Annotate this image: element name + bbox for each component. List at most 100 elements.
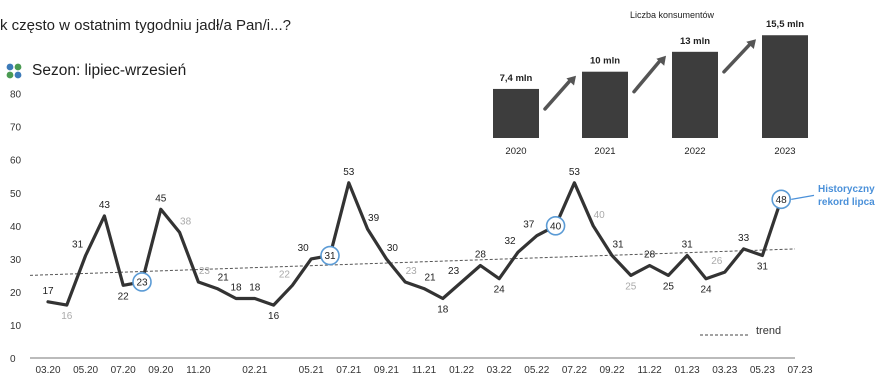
data-label: 31 [757, 262, 769, 273]
data-label: 23 [406, 266, 418, 277]
y-tick-label: 30 [10, 255, 22, 266]
annotation-leader [791, 194, 815, 200]
data-label: 53 [569, 167, 581, 178]
x-tick-label: 11.22 [637, 365, 662, 376]
x-tick-label: 09.22 [599, 365, 624, 376]
data-label: 28 [644, 249, 656, 260]
inset-bar-category: 2022 [684, 146, 705, 157]
x-tick-label: 05.21 [299, 365, 324, 376]
data-label: 25 [625, 281, 637, 292]
data-label: 23 [448, 266, 460, 277]
x-tick-label: 03.22 [487, 365, 512, 376]
inset-bar [672, 51, 718, 139]
inset-bar-category: 2020 [505, 146, 526, 157]
data-label: 23 [199, 266, 211, 277]
series-line [46, 181, 783, 307]
inset-arrow-head [656, 55, 666, 66]
data-label: 30 [387, 243, 399, 254]
data-label: 39 [368, 213, 380, 224]
y-tick-label: 20 [10, 288, 22, 299]
data-label: 40 [594, 210, 606, 221]
x-tick-label: 07.21 [336, 365, 361, 376]
x-tick-label: 07.23 [787, 365, 812, 376]
y-tick-label: 0 [10, 354, 16, 365]
x-tick-label: 05.22 [524, 365, 549, 376]
x-tick-label: 01.22 [449, 365, 474, 376]
data-label: 53 [343, 167, 355, 178]
x-tick-label: 03.20 [35, 365, 60, 376]
x-tick-label: 09.20 [148, 365, 173, 376]
y-tick-label: 50 [10, 189, 22, 200]
data-label: 32 [504, 236, 516, 247]
data-label: 18 [249, 283, 261, 294]
data-label: 23 [136, 277, 148, 288]
inset-arrow-head [566, 75, 576, 86]
inset-bar-value: 10 mln [590, 56, 620, 67]
data-label: 38 [180, 216, 192, 227]
data-label: 22 [279, 269, 291, 280]
data-label: 37 [523, 220, 535, 231]
x-tick-label: 09.21 [374, 365, 399, 376]
season-text: Sezon: lipiec-wrzesień [32, 62, 187, 79]
data-label: 33 [738, 233, 750, 244]
data-label: 43 [99, 200, 111, 211]
data-label: 30 [298, 243, 310, 254]
y-tick-label: 80 [10, 90, 22, 101]
x-tick-label: 05.20 [73, 365, 98, 376]
inset-chart-title: Liczba konsumentów [630, 10, 715, 20]
inset-bar-value: 7,4 mln [500, 73, 533, 84]
inset-arrow-shaft [722, 42, 752, 74]
data-label: 18 [230, 283, 242, 294]
data-label: 31 [682, 240, 694, 251]
inset-arrow-head [746, 39, 756, 49]
x-tick-label: 11.21 [412, 365, 437, 376]
inset-bar-category: 2021 [594, 146, 615, 157]
season-label: Sezon: lipiec-wrzesień [6, 62, 186, 80]
x-tick-label: 01.23 [675, 365, 700, 376]
data-label: 16 [61, 311, 73, 322]
inset-bar [762, 35, 808, 138]
data-label: 24 [494, 285, 506, 296]
inset-arrow-shaft [543, 78, 572, 111]
data-label: 45 [155, 193, 167, 204]
highlight-marker [132, 272, 152, 292]
y-tick-label: 60 [10, 156, 22, 167]
data-label: 18 [437, 305, 449, 316]
highlight-marker [545, 216, 566, 236]
data-label: 24 [700, 285, 712, 296]
season-icon [6, 63, 22, 79]
trend-line [29, 248, 796, 276]
inset-bar [582, 71, 628, 138]
inset-bar-value: 13 mln [680, 36, 710, 47]
highlight-marker [320, 245, 340, 266]
inset-arrow-shaft [632, 59, 662, 94]
data-label: 21 [218, 273, 230, 284]
x-tick-label: 07.22 [562, 365, 587, 376]
y-tick-label: 40 [10, 222, 22, 233]
x-tick-label: 05.23 [750, 365, 775, 376]
data-label: 17 [42, 286, 54, 297]
data-label: 48 [776, 195, 788, 206]
data-label: 26 [711, 256, 723, 267]
x-tick-label: 03.23 [712, 365, 737, 376]
inset-bar [493, 88, 539, 138]
data-label: 16 [268, 311, 280, 322]
trend-legend-label: trend [756, 325, 781, 337]
highlight-marker [771, 189, 792, 210]
data-label: 22 [118, 291, 130, 302]
data-label: 21 [424, 273, 436, 284]
data-label: 31 [612, 240, 624, 251]
annotation-text-line2: rekord lipca [818, 197, 875, 208]
data-label: 28 [475, 249, 487, 260]
data-label: 31 [72, 240, 84, 251]
annotation-text-line1: Historyczny [818, 184, 875, 195]
data-label: 31 [324, 251, 336, 262]
data-label: 40 [550, 221, 562, 232]
y-tick-label: 10 [10, 321, 22, 332]
x-tick-label: 07.20 [111, 365, 136, 376]
question-text: k często w ostatnim tygodniu jadł/a Pan/… [0, 17, 291, 34]
x-tick-label: 02.21 [242, 365, 267, 376]
x-tick-label: 11.20 [186, 365, 211, 376]
inset-bar-category: 2023 [774, 146, 795, 157]
inset-bar-value: 15,5 mln [766, 19, 804, 30]
